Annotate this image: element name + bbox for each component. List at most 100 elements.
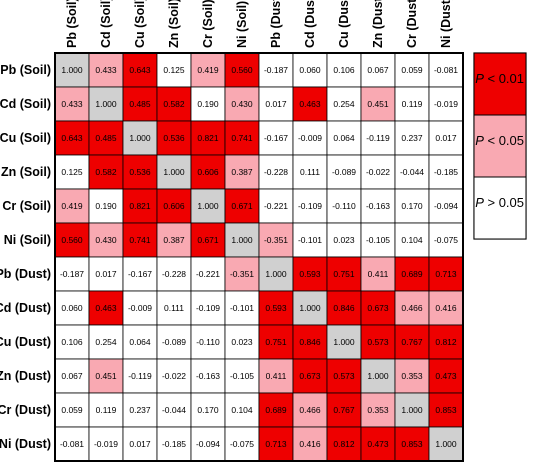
cell-value-label: 0.821: [197, 133, 219, 143]
cell-value-label: 0.064: [129, 337, 151, 347]
heatmap-cell: [292, 324, 328, 360]
heatmap-cell: [428, 324, 464, 360]
cell-value-label: 0.104: [231, 405, 253, 415]
heatmap-cells: 1.000 0.433 0.643 0.125 0.419 0.560 -0.187 0.06…: [54, 52, 464, 462]
cell-value-label: -0.110: [196, 337, 220, 347]
cell-value-label: 0.473: [367, 439, 389, 449]
cell-value-label: -0.081: [434, 65, 458, 75]
heatmap-cell: [88, 358, 124, 394]
cell-value-label: 0.060: [61, 303, 83, 313]
cell-value-label: 0.433: [61, 99, 83, 109]
cell-value-label: 0.560: [231, 65, 253, 75]
cell-value-label: 1.000: [129, 133, 151, 143]
cell-value-label: 0.853: [401, 439, 423, 449]
row-label: Cr (Dust): [0, 403, 51, 417]
cell-value-label: -0.022: [366, 167, 390, 177]
heatmap-cell: [326, 392, 362, 428]
heatmap-cell: [54, 392, 90, 428]
legend-label: P > 0.05: [475, 195, 524, 210]
cell-value-label: 0.573: [367, 337, 389, 347]
cell-value-label: 1.000: [333, 337, 355, 347]
heatmap-cell: [394, 188, 430, 224]
heatmap-cell: [258, 324, 294, 360]
heatmap-cell: [292, 188, 328, 224]
column-label: Cd (Dust): [303, 0, 317, 48]
cell-value-label: -0.094: [434, 201, 458, 211]
heatmap-cell: [258, 86, 294, 122]
cell-value-label: 0.067: [61, 371, 83, 381]
heatmap-cell: [190, 120, 226, 156]
cell-value-label: 0.017: [129, 439, 151, 449]
cell-value-label: 0.767: [401, 337, 423, 347]
heatmap-cell: [88, 426, 124, 462]
heatmap-cell: [156, 392, 192, 428]
cell-value-label: 0.812: [333, 439, 355, 449]
cell-value-label: 0.416: [299, 439, 321, 449]
heatmap-cell: [88, 256, 124, 292]
cell-value-label: 0.466: [401, 303, 423, 313]
heatmap-cell: [258, 154, 294, 190]
cell-value-label: -0.167: [128, 269, 152, 279]
column-label: Cr (Dust): [405, 0, 419, 48]
heatmap-cell: [292, 86, 328, 122]
cell-value-label: -0.105: [230, 371, 254, 381]
heatmap-cell: [224, 324, 260, 360]
heatmap-cell: [394, 324, 430, 360]
cell-value-label: 0.059: [61, 405, 83, 415]
heatmap-cell: [122, 188, 158, 224]
cell-value-label: 0.416: [435, 303, 457, 313]
cell-value-label: 1.000: [435, 439, 457, 449]
cell-value-label: 1.000: [231, 235, 253, 245]
heatmap-cell: [360, 86, 396, 122]
cell-value-label: 0.593: [299, 269, 321, 279]
cell-value-label: 1.000: [367, 371, 389, 381]
heatmap-cell: [224, 222, 260, 258]
cell-value-label: 0.017: [95, 269, 117, 279]
heatmap-cell: [360, 154, 396, 190]
cell-value-label: -0.351: [264, 235, 288, 245]
cell-value-label: -0.019: [94, 439, 118, 449]
cell-value-label: -0.019: [434, 99, 458, 109]
cell-value-label: 0.593: [265, 303, 287, 313]
cell-value-label: 0.741: [129, 235, 151, 245]
heatmap-cell: [360, 52, 396, 88]
heatmap-cell: [428, 154, 464, 190]
row-labels: Pb (Soil) Cd (Soil) Cu (Soil) Zn (Soil) Cr (…: [0, 63, 51, 451]
cell-value-label: 0.713: [435, 269, 457, 279]
cell-value-label: -0.187: [60, 269, 84, 279]
cell-value-label: -0.101: [298, 235, 322, 245]
cell-value-label: 0.387: [163, 235, 185, 245]
cell-value-label: 0.419: [61, 201, 83, 211]
cell-value-label: -0.094: [196, 439, 220, 449]
heatmap-cell: [258, 392, 294, 428]
cell-value-label: 0.023: [231, 337, 253, 347]
heatmap-cell: [190, 86, 226, 122]
heatmap-cell: [428, 392, 464, 428]
cell-value-label: 0.821: [129, 201, 151, 211]
cell-value-label: -0.119: [128, 371, 152, 381]
cell-value-label: -0.105: [366, 235, 390, 245]
cell-value-label: 0.111: [300, 167, 320, 177]
cell-value-label: 0.254: [333, 99, 355, 109]
cell-value-label: 1.000: [265, 269, 287, 279]
cell-value-label: 0.466: [299, 405, 321, 415]
column-label: Cu (Dust): [337, 0, 351, 48]
heatmap-cell: [258, 290, 294, 326]
heatmap-cell: [54, 52, 90, 88]
heatmap-cell: [224, 426, 260, 462]
cell-value-label: 0.473: [435, 371, 457, 381]
heatmap-cell: [156, 358, 192, 394]
cell-value-label: 0.111: [164, 303, 184, 313]
legend-label: P < 0.01: [475, 71, 524, 86]
cell-value-label: 0.846: [299, 337, 321, 347]
heatmap-cell: [258, 256, 294, 292]
heatmap-cell: [394, 358, 430, 394]
cell-value-label: 1.000: [299, 303, 321, 313]
cell-value-label: -0.110: [332, 201, 356, 211]
heatmap-cell: [360, 358, 396, 394]
cell-value-label: 0.741: [231, 133, 253, 143]
legend-swatch: [473, 114, 527, 178]
heatmap-cell: [122, 324, 158, 360]
heatmap-cell: [54, 188, 90, 224]
row-label: Cr (Soil): [2, 199, 51, 213]
